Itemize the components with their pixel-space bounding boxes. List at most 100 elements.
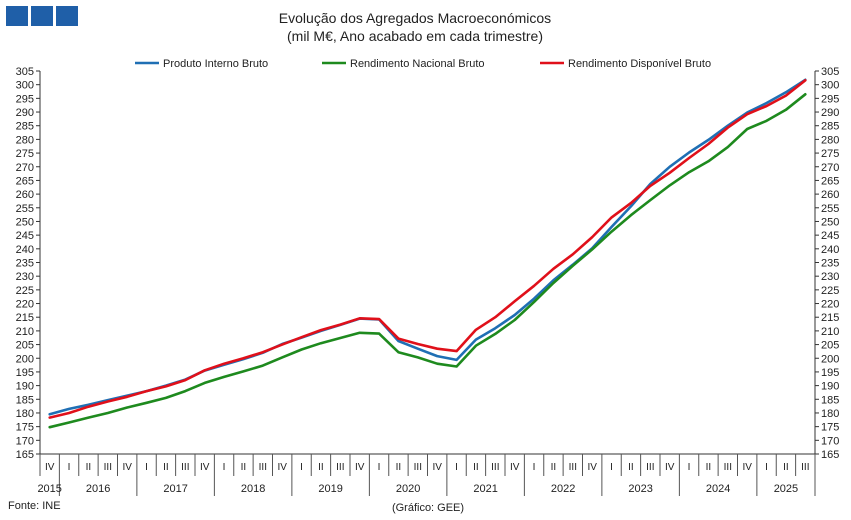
quarter-label: II — [783, 462, 789, 473]
y-tick-label-right: 225 — [821, 285, 839, 297]
year-label: 2020 — [396, 483, 420, 495]
year-label: 2022 — [551, 483, 575, 495]
quarter-label: IV — [665, 462, 675, 473]
quarter-label: IV — [45, 462, 55, 473]
quarter-label: III — [569, 462, 577, 473]
y-tick-label-right: 165 — [821, 449, 839, 461]
chart-subtitle: (mil M€, Ano acabado em cada trimestre) — [287, 28, 543, 44]
year-label: 2021 — [473, 483, 497, 495]
series-line — [48, 93, 807, 429]
plot-area — [39, 71, 816, 455]
logo-block — [56, 6, 78, 26]
y-tick-label: 210 — [16, 326, 34, 338]
quarter-label: IV — [742, 462, 752, 473]
y-tick-label-right: 235 — [821, 258, 839, 270]
quarter-label: I — [610, 462, 613, 473]
quarter-label: III — [801, 462, 809, 473]
y-tick-label: 180 — [16, 408, 34, 420]
year-label: 2024 — [706, 483, 730, 495]
y-tick-label: 270 — [16, 162, 34, 174]
y-tick-label: 255 — [16, 203, 34, 215]
quarter-label: IV — [122, 462, 132, 473]
y-tick-label: 300 — [16, 80, 34, 92]
y-tick-label-right: 185 — [821, 394, 839, 406]
y-tick-label: 170 — [16, 435, 34, 447]
y-tick-label: 265 — [16, 175, 34, 187]
y-tick-label: 275 — [16, 148, 34, 160]
quarter-label: III — [491, 462, 499, 473]
year-label: 2018 — [241, 483, 265, 495]
y-tick-label-right: 300 — [821, 80, 839, 92]
y-tick-label: 220 — [16, 299, 34, 311]
y-tick-label-right: 260 — [821, 189, 839, 201]
quarter-label: III — [336, 462, 344, 473]
legend-label: Rendimento Nacional Bruto — [350, 58, 485, 70]
y-tick-label: 230 — [16, 271, 34, 283]
quarter-label: II — [318, 462, 324, 473]
y-tick-label: 285 — [16, 121, 34, 133]
y-tick-label: 295 — [16, 93, 34, 105]
y-tick-label-right: 220 — [821, 299, 839, 311]
source-note: Fonte: INE — [8, 500, 61, 512]
quarter-label: III — [724, 462, 732, 473]
x-axis: IV I II III IV I II III IV I II III IV I II III IV I II III… — [37, 454, 816, 496]
y-tick-label-right: 255 — [821, 203, 839, 215]
quarter-label: IV — [277, 462, 287, 473]
credit-note: (Gráfico: GEE) — [392, 502, 464, 514]
gee-logo — [6, 6, 78, 26]
y-tick-label-right: 230 — [821, 271, 839, 283]
y-tick-label-right: 205 — [821, 340, 839, 352]
quarter-label: II — [628, 462, 634, 473]
quarter-label: II — [473, 462, 479, 473]
quarter-label: II — [163, 462, 169, 473]
quarter-label: III — [181, 462, 189, 473]
quarter-label: II — [706, 462, 712, 473]
y-tick-label: 280 — [16, 134, 34, 146]
quarter-label: I — [533, 462, 536, 473]
y-tick-label-right: 180 — [821, 408, 839, 420]
y-tick-label: 175 — [16, 422, 34, 434]
quarter-label: IV — [587, 462, 597, 473]
quarter-label: III — [414, 462, 422, 473]
y-tick-label: 185 — [16, 394, 34, 406]
y-tick-label-right: 215 — [821, 312, 839, 324]
quarter-label: II — [86, 462, 92, 473]
year-label: 2023 — [628, 483, 652, 495]
y-tick-label: 190 — [16, 381, 34, 393]
y-tick-label-right: 305 — [821, 66, 839, 78]
y-tick-label: 200 — [16, 353, 34, 365]
quarter-label: I — [145, 462, 148, 473]
year-label: 2016 — [86, 483, 110, 495]
y-tick-label: 260 — [16, 189, 34, 201]
chart-title: Evolução dos Agregados Macroeconómicos — [279, 10, 551, 26]
quarter-label: III — [646, 462, 654, 473]
quarter-label: III — [104, 462, 112, 473]
y-tick-label-right: 200 — [821, 353, 839, 365]
legend: Produto Interno Bruto Rendimento Nacional… — [135, 58, 711, 70]
y-tick-label: 205 — [16, 340, 34, 352]
y-tick-label: 195 — [16, 367, 34, 379]
y-tick-label-right: 175 — [821, 422, 839, 434]
quarter-label: IV — [355, 462, 365, 473]
year-label: 2019 — [318, 483, 342, 495]
quarter-label: II — [241, 462, 247, 473]
quarter-label: II — [396, 462, 402, 473]
y-tick-label: 245 — [16, 230, 34, 242]
quarter-label: I — [455, 462, 458, 473]
y-tick-label-right: 170 — [821, 435, 839, 447]
y-tick-label: 290 — [16, 107, 34, 119]
y-tick-label-right: 265 — [821, 175, 839, 187]
year-label: 2025 — [774, 483, 798, 495]
y-tick-label: 240 — [16, 244, 34, 256]
quarter-label: I — [378, 462, 381, 473]
y-tick-label-right: 240 — [821, 244, 839, 256]
y-tick-label-right: 295 — [821, 93, 839, 105]
year-label: 2015 — [37, 483, 61, 495]
quarter-label: I — [223, 462, 226, 473]
quarter-label: I — [68, 462, 71, 473]
quarter-label: I — [300, 462, 303, 473]
y-tick-label: 235 — [16, 258, 34, 270]
y-tick-label: 305 — [16, 66, 34, 78]
